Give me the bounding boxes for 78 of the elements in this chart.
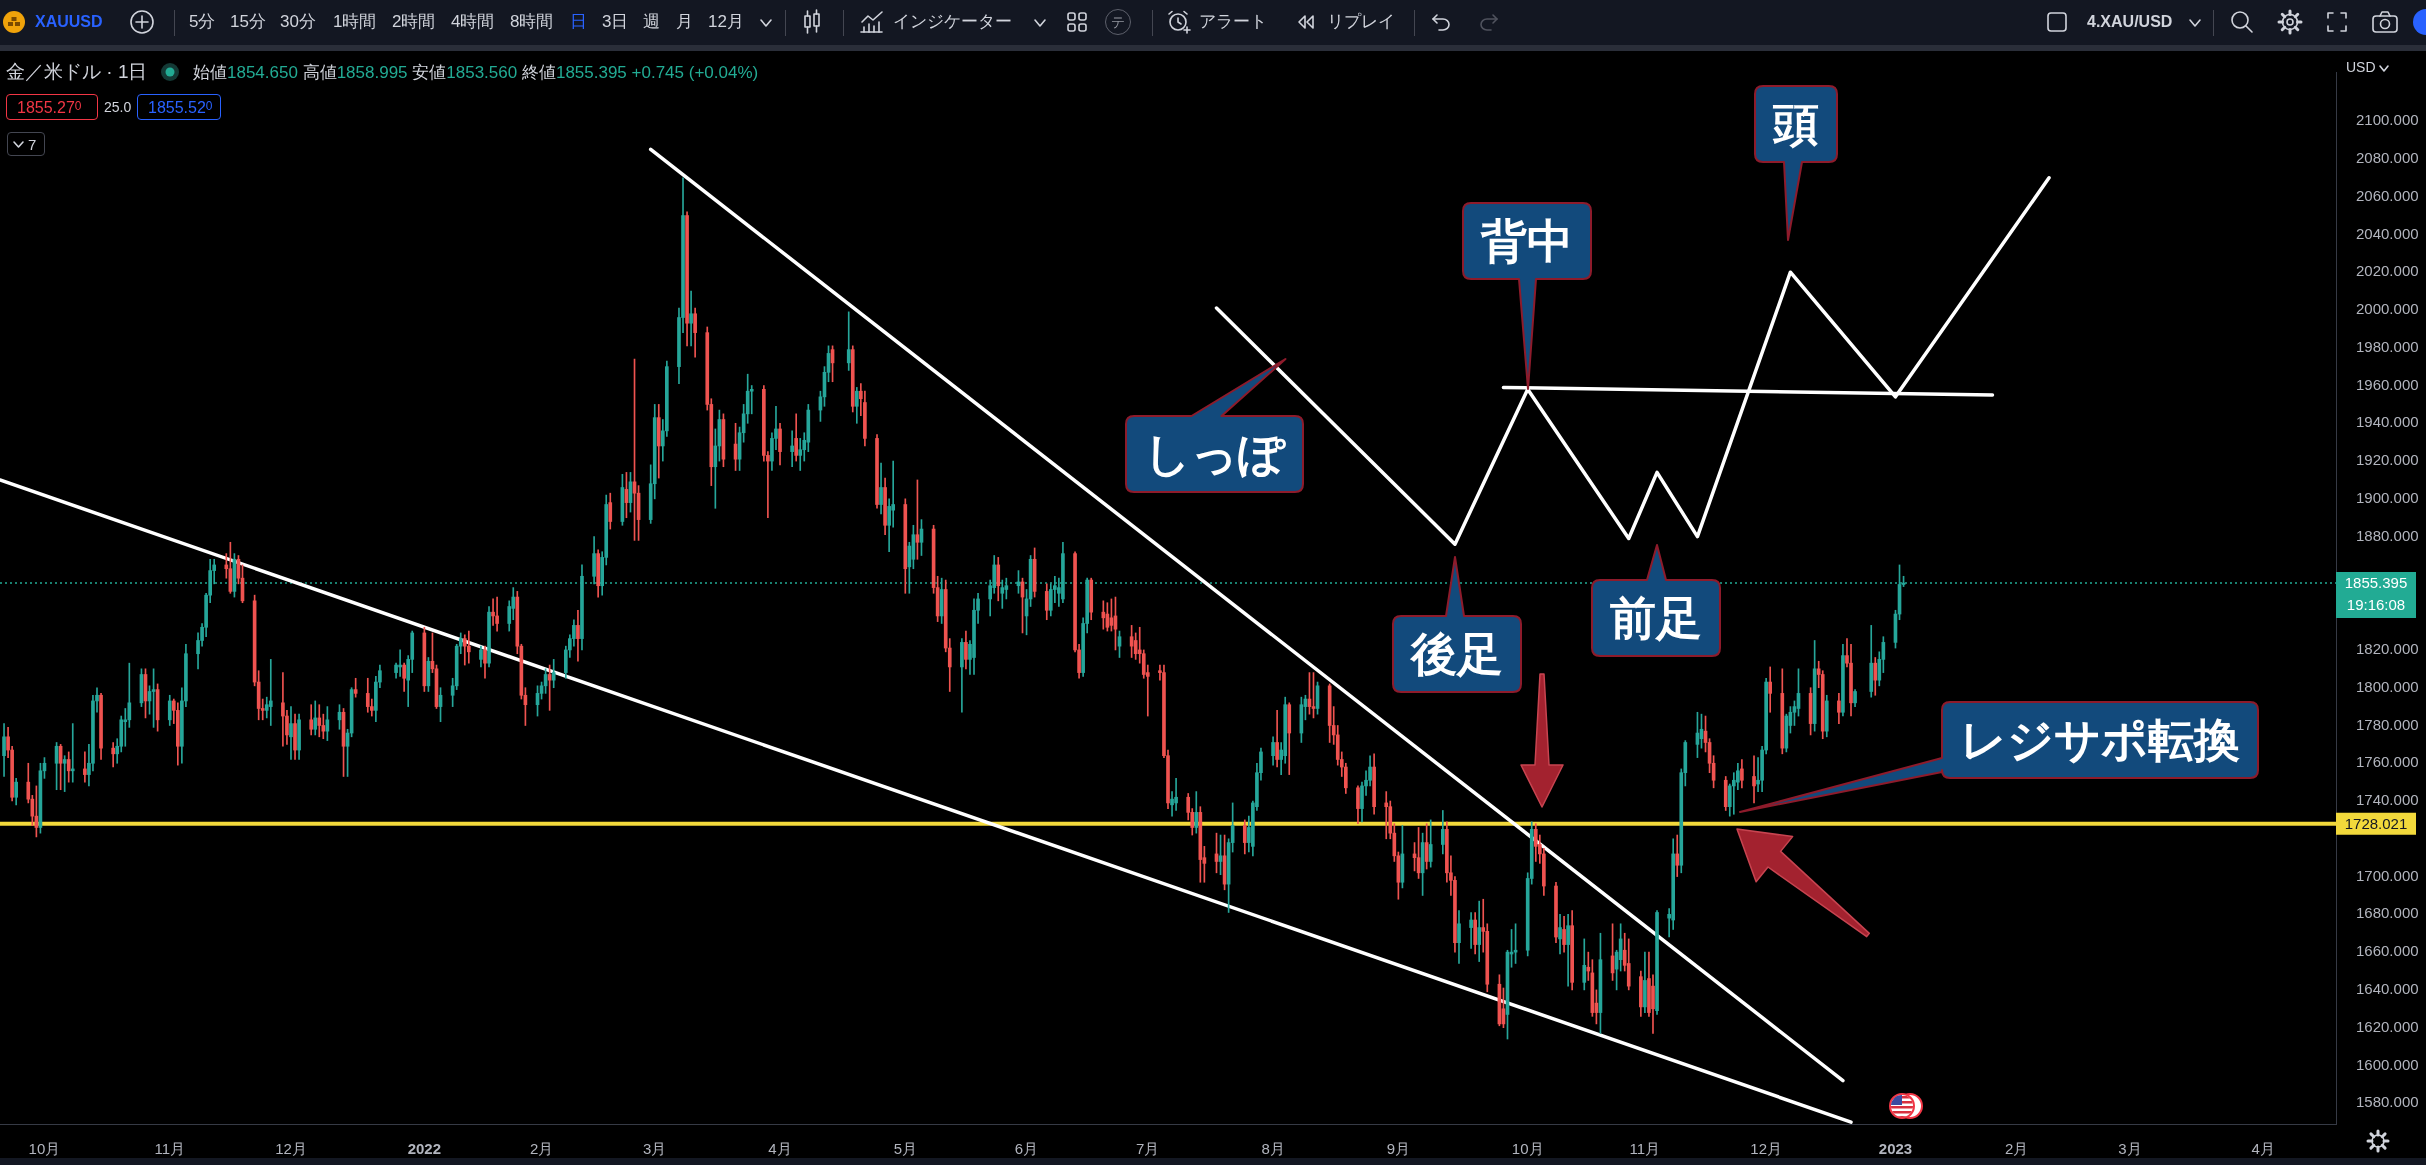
text: 2時間 [392, 12, 436, 31]
y-tick-label: 1820.000 [2355, 640, 2419, 658]
y-tick-label: 2080.000 [2355, 149, 2419, 167]
annotation: 背中 [1480, 215, 1573, 268]
x-tick-label: 2023 [1878, 1140, 1913, 1158]
x-tick-label: 10月 [28, 1140, 61, 1158]
y-tick-label: 1740.000 [2355, 791, 2419, 809]
y-tick-label: 1900.000 [2355, 488, 2419, 506]
y-tick-label: 2000.000 [2355, 300, 2419, 318]
text: アラート [1199, 12, 1267, 31]
y-tick-label: 1880.000 [2355, 526, 2419, 544]
chart-subtitle: 始値1854.650 高値1858.995 安値1853.560 終値1855.395 +0.745 (+0.04%) [193, 63, 759, 82]
text: 8時間 [510, 12, 554, 31]
text: インジケーター [893, 12, 1012, 31]
text: 4時間 [451, 12, 495, 31]
text: 4.XAU/USD [2087, 13, 2173, 30]
text: 5分 [189, 12, 216, 31]
text: 30分 [280, 12, 316, 31]
x-tick-label: 2022 [407, 1140, 442, 1158]
annotation: レジサポ転換 [1960, 714, 2240, 766]
y-tick-label: 1800.000 [2355, 677, 2419, 695]
x-tick-label: 2月 [529, 1140, 554, 1158]
ref-line-label: 1855.395 [2344, 574, 2408, 592]
text: リプレイ [1327, 12, 1395, 31]
annotation: 頭 [1773, 98, 1820, 151]
text: 19:16:08 [2346, 596, 2406, 614]
price-box: 1855.270 [6, 94, 98, 120]
y-tick-label: 2020.000 [2355, 262, 2419, 280]
x-tick-label: 7月 [1136, 1140, 1160, 1158]
annotation: 1855.520 [148, 99, 213, 116]
text: 月 [676, 12, 693, 31]
y-tick-label: 2060.000 [2355, 186, 2419, 204]
annotation: 1855.270 [17, 99, 82, 116]
y-tick-label: 2040.000 [2355, 224, 2419, 242]
x-tick-label: 6月 [1014, 1140, 1039, 1158]
annotation: 後足 [1410, 628, 1503, 681]
text: 1時間 [333, 12, 377, 31]
price-box: 1855.520 [137, 94, 221, 120]
text: 15分 [230, 12, 266, 31]
text: 日 [570, 12, 587, 31]
x-tick-label: 3月 [643, 1140, 667, 1158]
x-tick-label: 4月 [768, 1140, 792, 1158]
text: 12月 [708, 12, 744, 31]
text: 3日 [602, 12, 629, 31]
y-tick-label: 1660.000 [2355, 942, 2419, 960]
annotation: 7 [28, 136, 37, 153]
x-tick-label: 3月 [2118, 1140, 2142, 1158]
y-tick-label: 1640.000 [2355, 980, 2419, 998]
x-tick-label: 12月 [1750, 1140, 1782, 1158]
y-tick-label: 1760.000 [2355, 753, 2419, 771]
annotation: 25.0 [104, 99, 132, 115]
x-tick-label: 10月 [1511, 1140, 1544, 1158]
y-tick-label: 1680.000 [2355, 904, 2419, 922]
y-tick-label: 1920.000 [2355, 451, 2419, 469]
ref-line-label: 1728.021 [2344, 814, 2408, 832]
y-tick-label: 2100.000 [2355, 111, 2419, 129]
y-tick-label: 1620.000 [2355, 1017, 2419, 1035]
y-tick-label: 1700.000 [2355, 866, 2419, 884]
x-tick-label: 11月 [1629, 1140, 1661, 1158]
y-tick-label: 1600.000 [2355, 1055, 2419, 1073]
x-tick-label: 8月 [1261, 1140, 1285, 1158]
annotation: しっぽ [1143, 428, 1285, 481]
x-tick-label: 4月 [2251, 1140, 2275, 1158]
chart-title: 金／米ドル · 1日 [6, 61, 148, 82]
annotation: 前足 [1610, 592, 1703, 645]
text: XAUUSD [35, 13, 103, 30]
x-tick-label: 5月 [893, 1140, 917, 1158]
text: 週 [643, 12, 660, 31]
y-tick-label: 1780.000 [2355, 715, 2419, 733]
y-axis-title: USD [2346, 59, 2376, 75]
x-tick-label: 2月 [2005, 1140, 2029, 1158]
x-tick-label: 12月 [275, 1140, 307, 1158]
x-tick-label: 11月 [154, 1140, 186, 1158]
y-tick-label: 1580.000 [2355, 1093, 2419, 1111]
y-tick-label: 1960.000 [2355, 375, 2419, 393]
y-tick-label: 1940.000 [2355, 413, 2419, 431]
y-tick-label: 1980.000 [2355, 337, 2419, 355]
x-tick-label: 9月 [1386, 1140, 1411, 1158]
